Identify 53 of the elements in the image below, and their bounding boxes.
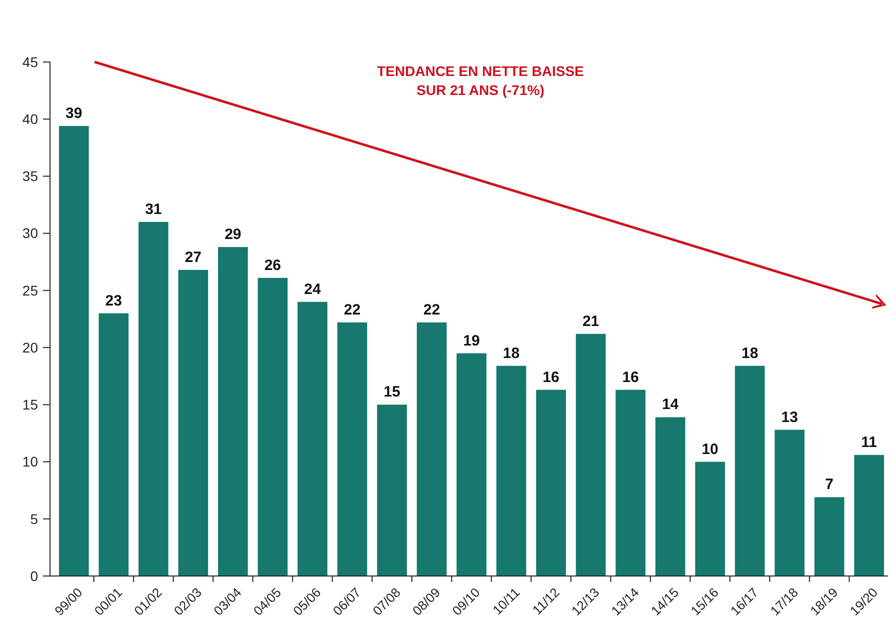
data-label: 22 <box>344 301 361 318</box>
data-label: 7 <box>825 476 834 494</box>
bar <box>377 404 407 576</box>
y-tick-label: 5 <box>30 510 38 527</box>
y-tick-label: 20 <box>22 339 38 356</box>
bar <box>298 302 328 576</box>
bar <box>58 126 89 576</box>
data-label: 13 <box>781 408 798 426</box>
bar <box>854 454 884 576</box>
bar <box>536 390 566 576</box>
data-label: 23 <box>105 292 122 310</box>
data-label: 14 <box>662 396 680 414</box>
y-tick-label: 25 <box>22 282 38 298</box>
bar <box>178 270 208 576</box>
data-label: 21 <box>582 312 600 330</box>
bar <box>814 497 844 576</box>
y-tick-label: 40 <box>22 111 38 128</box>
data-label: 19 <box>463 332 480 350</box>
data-label: 24 <box>304 280 322 298</box>
y-tick-label: 15 <box>22 396 38 413</box>
data-label: 11 <box>861 434 878 451</box>
bar <box>576 334 606 576</box>
bar <box>734 366 765 576</box>
bar <box>258 278 288 576</box>
data-label: 16 <box>622 368 639 386</box>
data-label: 22 <box>423 301 440 318</box>
data-label: 29 <box>224 226 242 244</box>
data-label: 39 <box>66 104 82 122</box>
bar <box>416 322 447 576</box>
data-label: 31 <box>145 200 162 218</box>
y-tick-label: 10 <box>22 454 38 470</box>
y-tick-label: 0 <box>30 568 38 584</box>
bar <box>218 247 248 576</box>
bar <box>337 322 368 576</box>
bar <box>616 390 646 576</box>
data-label: 18 <box>502 344 520 362</box>
bar <box>655 417 686 576</box>
bar <box>138 222 168 576</box>
data-label: 18 <box>741 344 758 362</box>
data-label: 16 <box>542 368 560 386</box>
data-label: 27 <box>184 248 202 266</box>
data-label: 15 <box>384 384 400 401</box>
data-label: 26 <box>264 256 282 274</box>
annotation: TENDANCE EN NETTE BAISSE SUR 21 ANS (-71%) <box>376 63 584 98</box>
bar <box>695 462 725 576</box>
data-label: 10 <box>702 440 718 458</box>
bar <box>496 366 526 576</box>
y-tick-label: 45 <box>22 54 38 70</box>
bar <box>98 313 129 576</box>
bar <box>456 353 486 576</box>
y-tick-label: 35 <box>22 168 38 184</box>
y-tick-label: 30 <box>22 225 38 242</box>
bar <box>774 430 804 576</box>
